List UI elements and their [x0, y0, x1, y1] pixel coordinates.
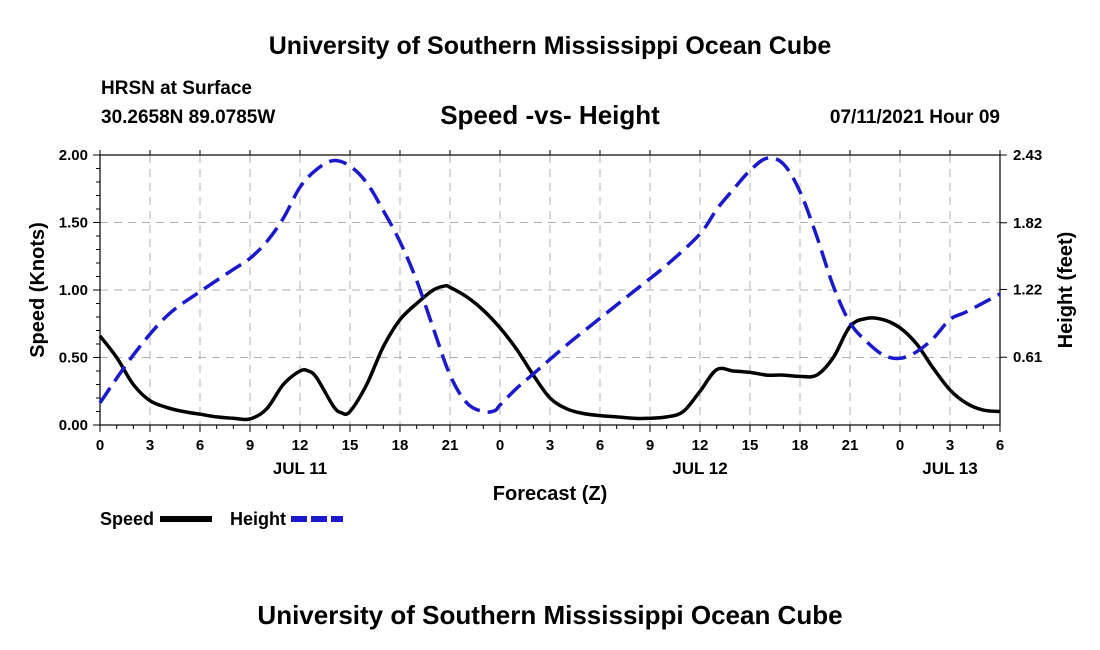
- y-tick-label: 0.00: [59, 417, 88, 434]
- x-axis-label: Forecast (Z): [493, 483, 607, 505]
- x-tick-label: 3: [546, 437, 554, 454]
- chart-title: Speed -vs- Height: [440, 100, 660, 130]
- x-tick-label: 6: [996, 437, 1004, 454]
- x-tick-label: 6: [196, 437, 204, 454]
- x-tick-label: 18: [792, 437, 809, 454]
- speed-series-line: [98, 283, 1001, 422]
- x-tick-label: 0: [896, 437, 904, 454]
- chart-grid: [100, 155, 1000, 425]
- x-tick-label: 0: [96, 437, 104, 454]
- footer-title: University of Southern Mississippi Ocean…: [257, 600, 843, 630]
- date-label: JUL 13: [922, 459, 977, 478]
- x-tick-label: 21: [842, 437, 859, 454]
- y2-tick-label: 2.43: [1013, 147, 1042, 164]
- y-tick-label: 1.50: [59, 215, 88, 232]
- x-tick-label: 9: [646, 437, 654, 454]
- height-series-line: [98, 156, 1001, 414]
- station-coordinates: 30.2658N 89.0785W: [101, 107, 276, 128]
- x-tick-label: 12: [692, 437, 709, 454]
- y2-tick-label: 0.61: [1013, 349, 1042, 366]
- x-tick-label: 15: [742, 437, 759, 454]
- x-tick-label: 18: [392, 437, 409, 454]
- y-tick-label: 2.00: [59, 147, 88, 164]
- legend-height-label: Height: [230, 509, 286, 529]
- x-tick-label: 3: [946, 437, 954, 454]
- x-tick-label: 3: [146, 437, 154, 454]
- y2-axis-label: Height (feet): [1055, 232, 1077, 349]
- station-label: HRSN at Surface: [101, 78, 252, 99]
- x-tick-label: 0: [496, 437, 504, 454]
- y2-tick-label: 1.82: [1013, 215, 1042, 232]
- y2-tick-label: 1.22: [1013, 281, 1042, 298]
- chart-axes: 0 3 6 9 12 15 18 21 0 3 6 9 12 15 18 21 0 3 6 0.00 0.50 1.00 1…: [59, 147, 1042, 478]
- legend-speed-label: Speed: [100, 509, 154, 529]
- x-tick-label: 9: [246, 437, 254, 454]
- chart-legend: Speed Height: [100, 509, 343, 529]
- date-label: JUL 12: [672, 459, 727, 478]
- y-tick-label: 0.50: [59, 350, 88, 367]
- date-label: JUL 11: [273, 459, 328, 478]
- forecast-datetime: 07/11/2021 Hour 09: [829, 107, 1000, 128]
- speed-height-chart: 0 3 6 9 12 15 18 21 0 3 6 9 12 15 18 21 0 3 6 0.00 0.50 1.00 1…: [27, 147, 1077, 529]
- y-tick-label: 1.00: [59, 282, 88, 299]
- x-tick-label: 21: [442, 437, 459, 454]
- x-tick-label: 6: [596, 437, 604, 454]
- x-tick-label: 15: [342, 437, 359, 454]
- y-axis-label: Speed (Knots): [27, 222, 49, 358]
- page-title: University of Southern Mississippi Ocean…: [268, 32, 832, 60]
- x-tick-label: 12: [292, 437, 309, 454]
